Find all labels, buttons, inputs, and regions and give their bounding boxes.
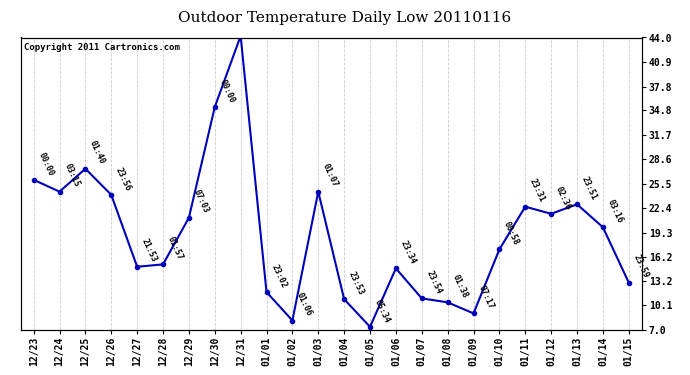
Text: 00:58: 00:58 <box>502 220 521 247</box>
Text: 01:07: 01:07 <box>321 162 339 189</box>
Text: 23:59: 23:59 <box>631 254 650 280</box>
Text: 03:15: 03:15 <box>62 162 81 189</box>
Text: 01:06: 01:06 <box>295 291 314 318</box>
Text: 01:38: 01:38 <box>451 273 469 300</box>
Text: 23:58: 23:58 <box>0 374 1 375</box>
Text: 23:54: 23:54 <box>424 269 443 296</box>
Text: 07:17: 07:17 <box>476 284 495 310</box>
Text: 00:00: 00:00 <box>37 150 55 177</box>
Text: 23:31: 23:31 <box>528 177 546 204</box>
Text: 02:36: 02:36 <box>554 184 573 211</box>
Text: 23:02: 23:02 <box>269 263 288 289</box>
Text: 01:40: 01:40 <box>88 140 107 166</box>
Text: 00:00: 00:00 <box>217 78 236 104</box>
Text: 07:03: 07:03 <box>192 189 210 215</box>
Text: 23:53: 23:53 <box>347 270 366 296</box>
Text: 23:34: 23:34 <box>399 239 417 266</box>
Text: 23:56: 23:56 <box>114 166 132 192</box>
Text: Copyright 2011 Cartronics.com: Copyright 2011 Cartronics.com <box>23 44 179 52</box>
Text: Outdoor Temperature Daily Low 20110116: Outdoor Temperature Daily Low 20110116 <box>179 11 511 25</box>
Text: 23:51: 23:51 <box>580 175 598 201</box>
Text: 01:57: 01:57 <box>166 235 184 262</box>
Text: 05:34: 05:34 <box>373 298 391 324</box>
Text: 03:16: 03:16 <box>606 198 624 225</box>
Text: 21:53: 21:53 <box>140 237 159 264</box>
